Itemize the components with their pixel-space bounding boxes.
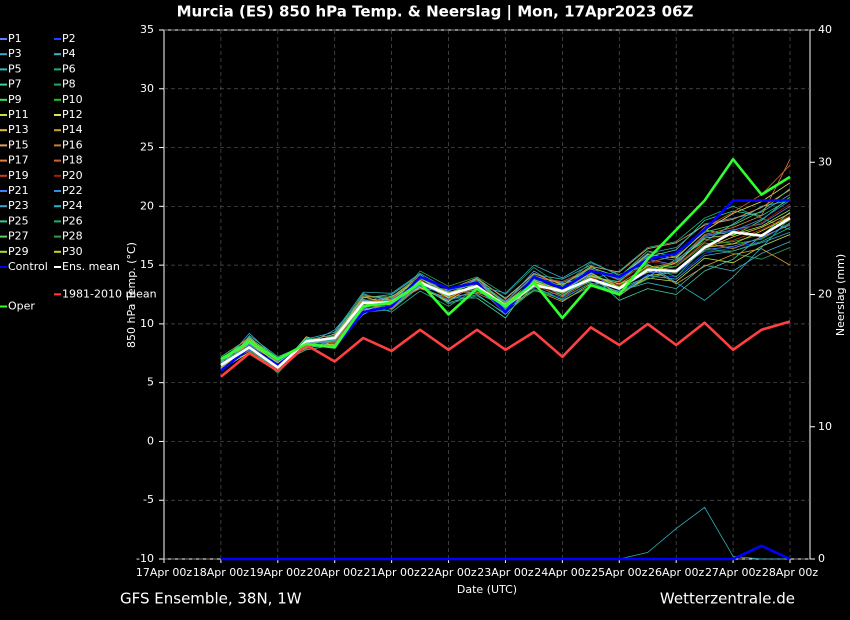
x-tick-label: 20Apr 00z xyxy=(307,566,364,579)
legend-label: P30 xyxy=(62,245,83,258)
y-tick-label: 35 xyxy=(140,23,154,36)
y2-axis-label: Neerslag (mm) xyxy=(834,254,847,336)
legend-label: Ens. mean xyxy=(62,260,120,273)
x-tick-label: 22Apr 00z xyxy=(420,566,477,579)
x-tick-label: 28Apr 00z xyxy=(762,566,819,579)
x-axis-label: Date (UTC) xyxy=(457,583,517,596)
x-tick-label: 21Apr 00z xyxy=(363,566,420,579)
x-tick-label: 19Apr 00z xyxy=(250,566,307,579)
x-tick-label: 26Apr 00z xyxy=(648,566,705,579)
legend-label: P1 xyxy=(8,32,22,45)
legend-label: P20 xyxy=(62,169,83,182)
legend-label: P28 xyxy=(62,230,83,243)
y2-tick-label: 0 xyxy=(818,552,825,565)
x-tick-label: 23Apr 00z xyxy=(477,566,534,579)
y2-tick-label: 40 xyxy=(818,23,832,36)
precip-line xyxy=(220,544,791,561)
legend-label: P11 xyxy=(8,108,29,121)
series-line xyxy=(220,189,791,369)
legend-label: P9 xyxy=(8,93,22,106)
legend-label: P13 xyxy=(8,123,29,136)
footer-source: GFS Ensemble, 38N, 1W xyxy=(120,590,302,608)
x-tick-label: 24Apr 00z xyxy=(534,566,591,579)
legend-label: Control xyxy=(8,260,48,273)
legend-label: P22 xyxy=(62,184,83,197)
y-tick-label: 5 xyxy=(147,376,154,389)
series-line xyxy=(220,217,791,372)
y-tick-label: 10 xyxy=(140,317,154,330)
legend-label: 1981-2010 mean xyxy=(62,287,157,300)
legend-label: P25 xyxy=(8,214,29,227)
x-tick-label: 18Apr 00z xyxy=(193,566,250,579)
legend-label: P18 xyxy=(62,154,83,167)
footer-site: Wetterzentrale.de xyxy=(660,590,795,608)
legend-label: P29 xyxy=(8,245,29,258)
y-tick-label: 30 xyxy=(140,82,154,95)
legend-label: P19 xyxy=(8,169,29,182)
x-tick-label: 27Apr 00z xyxy=(705,566,762,579)
y-axis-label: 850 hPa Temp. (°C) xyxy=(125,242,138,348)
legend-label: P6 xyxy=(62,62,76,75)
legend-label: P2 xyxy=(62,32,76,45)
chart-title: Murcia (ES) 850 hPa Temp. & Neerslag | M… xyxy=(177,3,694,22)
legend-label: P7 xyxy=(8,78,22,91)
y-tick-label: -5 xyxy=(143,493,154,506)
legend-label: P27 xyxy=(8,230,29,243)
series-line xyxy=(220,320,791,378)
x-tick-label: 17Apr 00z xyxy=(136,566,193,579)
y-tick-label: 25 xyxy=(140,141,154,154)
legend-label: P12 xyxy=(62,108,83,121)
legend-label: P24 xyxy=(62,199,83,212)
y-tick-label: 20 xyxy=(140,199,154,212)
legend-label: P16 xyxy=(62,138,83,151)
legend-label: Oper xyxy=(8,300,35,313)
series-line xyxy=(220,188,791,366)
y-tick-label: -10 xyxy=(136,552,154,565)
series-line xyxy=(220,158,791,361)
y-tick-label: 15 xyxy=(140,258,154,271)
y2-tick-label: 20 xyxy=(818,288,832,301)
y-tick-label: 0 xyxy=(147,434,154,447)
legend-label: P4 xyxy=(62,47,76,60)
legend-label: P21 xyxy=(8,184,29,197)
legend-label: P5 xyxy=(8,62,22,75)
legend-label: P26 xyxy=(62,214,83,227)
legend-label: P3 xyxy=(8,47,22,60)
legend-label: P23 xyxy=(8,199,29,212)
legend-label: P17 xyxy=(8,154,29,167)
x-tick-label: 25Apr 00z xyxy=(591,566,648,579)
legend-label: P10 xyxy=(62,93,83,106)
y2-tick-label: 10 xyxy=(818,420,832,433)
legend-label: P14 xyxy=(62,123,83,136)
legend-label: P8 xyxy=(62,78,76,91)
series-line xyxy=(220,231,791,367)
series-line xyxy=(220,211,791,365)
legend-label: P15 xyxy=(8,138,29,151)
y2-tick-label: 30 xyxy=(818,155,832,168)
